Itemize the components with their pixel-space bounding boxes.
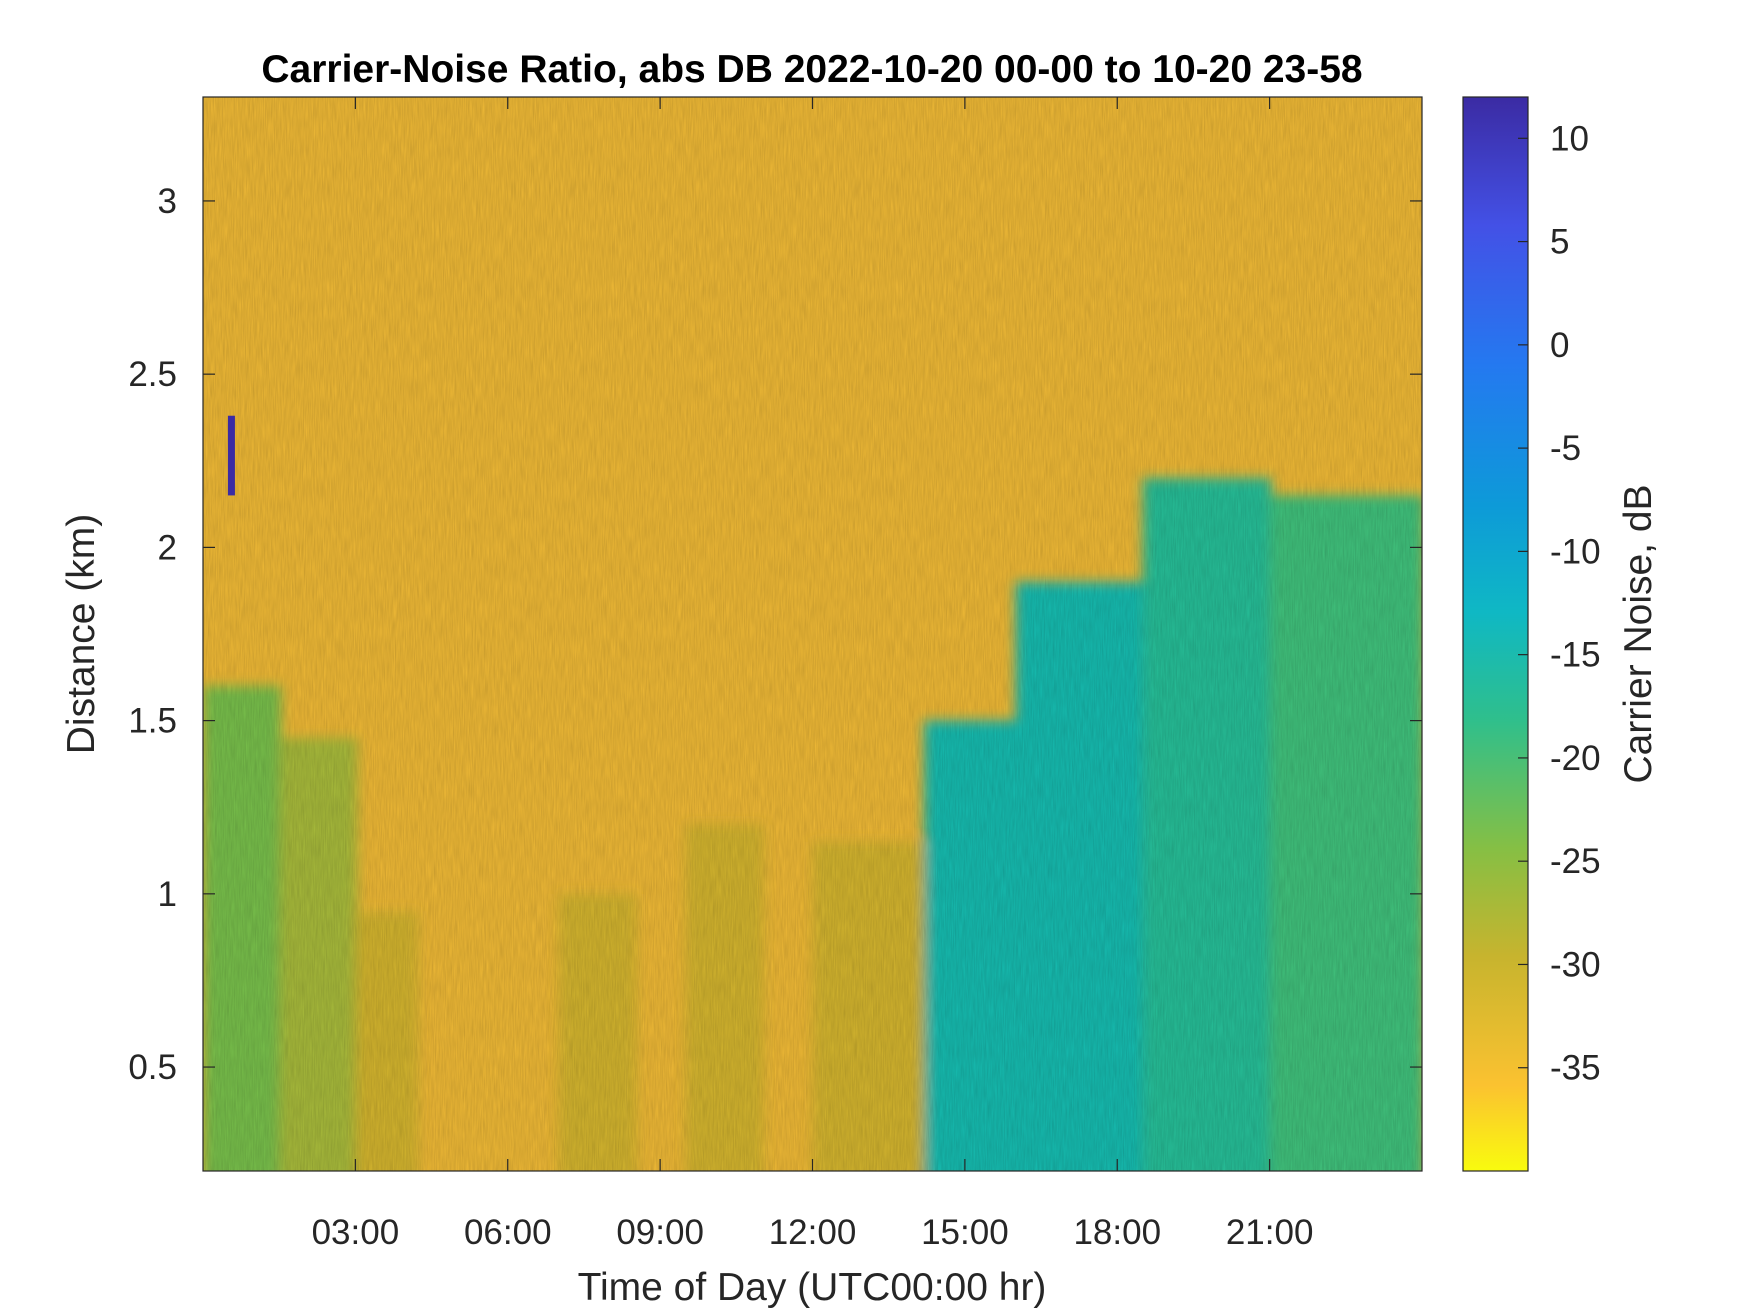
y-tick-label: 2	[158, 528, 177, 567]
colorbar-tick-label: -5	[1550, 429, 1581, 468]
x-tick-label: 09:00	[616, 1213, 704, 1252]
y-axis-label: Distance (km)	[60, 514, 103, 755]
colorbar-tick-label: 5	[1550, 223, 1569, 262]
colorbar-tick-label: -20	[1550, 739, 1601, 778]
y-tick-label: 3	[158, 182, 177, 221]
colorbar-tick-label: -15	[1550, 636, 1601, 675]
x-tick-label: 03:00	[312, 1213, 400, 1252]
chart-title: Carrier-Noise Ratio, abs DB 2022-10-20 0…	[261, 48, 1362, 91]
y-tick-label: 2.5	[128, 355, 177, 394]
y-tick-label: 1	[158, 875, 177, 914]
colorbar-tick-label: -25	[1550, 842, 1601, 881]
y-tick-label: 1.5	[128, 702, 177, 741]
x-tick-label: 15:00	[921, 1213, 1009, 1252]
x-tick-label: 21:00	[1226, 1213, 1314, 1252]
colorbar-label: Carrier Noise, dB	[1617, 484, 1660, 783]
noise-texture	[203, 97, 1422, 1171]
signal-spike	[227, 415, 235, 496]
colorbar-tick-label: -35	[1550, 1049, 1601, 1088]
x-tick-label: 12:00	[769, 1213, 857, 1252]
colorbar	[1462, 96, 1529, 1172]
x-tick-label: 06:00	[464, 1213, 552, 1252]
colorbar-tick-label: -10	[1550, 532, 1601, 571]
colorbar-tick-label: 0	[1550, 326, 1569, 365]
colorbar-tick-label: -30	[1550, 945, 1601, 984]
colorbar-tick-label: 10	[1550, 119, 1589, 158]
x-tick-label: 18:00	[1073, 1213, 1161, 1252]
y-tick-label: 0.5	[128, 1048, 177, 1087]
plot-area	[203, 97, 1422, 1171]
x-axis-label: Time of Day (UTC00:00 hr)	[578, 1266, 1047, 1309]
